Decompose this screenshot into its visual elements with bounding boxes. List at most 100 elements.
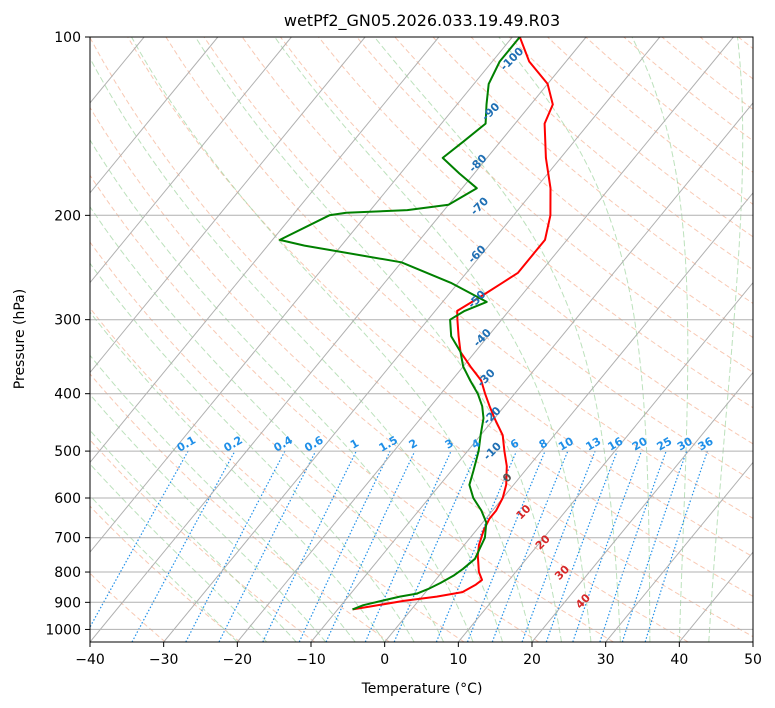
y-tick-label: 1000: [45, 622, 81, 638]
moist-adiabat: [90, 205, 445, 642]
mixing-ratio-label: 6: [508, 436, 521, 451]
mixing-ratio-line: [491, 450, 569, 642]
dry-adiabat: [90, 241, 540, 642]
x-tick-label: 20: [523, 652, 541, 668]
x-tick-label: −10: [296, 652, 326, 668]
dry-adiabat: [90, 373, 390, 642]
mixing-ratio-line: [521, 450, 596, 642]
y-tick-label: 700: [54, 531, 81, 547]
mixing-ratio-label: 1: [348, 437, 361, 452]
x-tick-label: 40: [670, 652, 688, 668]
isotherm: [531, 371, 753, 642]
y-tick-label: 400: [54, 387, 81, 403]
background-lines: [0, 37, 753, 642]
adiabat-label: 10: [514, 502, 534, 522]
dry-adiabat: [432, 37, 753, 304]
moist-adiabat: [90, 354, 356, 642]
mixing-ratio-line: [262, 450, 357, 642]
dry-adiabat: [737, 37, 753, 50]
dry-adiabat: [90, 106, 689, 642]
mixing-ratio-line: [298, 450, 391, 642]
moist-adiabat: [274, 37, 592, 642]
moist-adiabat: [498, 37, 651, 642]
dry-adiabat: [280, 37, 753, 445]
dry-adiabat: [394, 37, 753, 339]
dry-adiabat: [203, 37, 753, 519]
x-tick-label: −30: [149, 652, 179, 668]
adiabat-label: -50: [465, 288, 488, 311]
y-axis-ticks: 100 200 300 400 500 600 700 800 900 1000: [45, 30, 90, 638]
isotherm: [310, 102, 753, 642]
isotherm: [678, 551, 753, 642]
adiabat-label: 30: [552, 562, 572, 582]
isotherm: [90, 37, 366, 374]
isotherm: [90, 37, 513, 553]
moist-adiabat: [90, 495, 238, 642]
adiabat-label: -10: [481, 439, 504, 462]
moist-adiabat: [90, 311, 386, 642]
adiabat-label: -20: [480, 404, 503, 427]
isotherm: [752, 641, 753, 642]
mixing-ratio-line: [545, 450, 618, 642]
adiabat-label: 20: [533, 532, 553, 552]
plot-frame: [89, 36, 754, 643]
moist-adiabat: [131, 37, 533, 642]
moist-adiabat: [194, 37, 562, 642]
dry-adiabat: [127, 37, 753, 597]
moist-adiabat: [90, 463, 268, 642]
dry-adiabat: [241, 37, 753, 482]
adiabat-label: -100: [498, 44, 527, 73]
dry-adiabat: [90, 439, 316, 642]
isotherm: [457, 281, 753, 642]
x-axis-ticks: −40 −30 −20 −10 0 10 20 30 40 50: [75, 642, 762, 668]
dry-adiabat: [470, 37, 753, 271]
y-tick-label: 200: [54, 208, 81, 224]
mixing-ratio-line: [90, 450, 189, 629]
dry-adiabat: [90, 174, 614, 642]
mixing-ratio-line: [572, 450, 643, 642]
mixing-ratio-line: [131, 450, 236, 642]
adiabat-label: -40: [471, 326, 494, 349]
mixing-ratio-line: [599, 450, 667, 642]
x-tick-label: 10: [449, 652, 467, 668]
dewpoint-profile: [278, 37, 521, 611]
moist-adiabat: [631, 37, 689, 642]
y-tick-label: 800: [54, 565, 81, 581]
dry-adiabat: [356, 37, 753, 373]
isotherm: [90, 37, 587, 642]
mixing-ratio-line: [466, 450, 546, 642]
isotherm: [163, 37, 661, 642]
isotherm: [0, 37, 70, 642]
x-tick-label: −20: [223, 652, 253, 668]
isotherm: [605, 461, 753, 642]
mixing-ratio-line: [218, 450, 317, 642]
adiabat-label: -90: [479, 100, 502, 123]
mixing-ratio-line: [644, 450, 708, 642]
chart-title: wetPf2_GN05.2026.033.19.49.R03: [284, 11, 560, 31]
moist-adiabat: [90, 139, 474, 642]
y-tick-label: 900: [54, 595, 81, 611]
y-tick-label: 300: [54, 313, 81, 329]
isotherm: [384, 192, 753, 642]
dry-adiabat: [165, 37, 753, 558]
adiabat-label: -60: [465, 242, 488, 265]
temperature-profile: [352, 37, 554, 611]
mixing-ratio-line: [393, 450, 479, 642]
dry-adiabat: [661, 37, 753, 111]
adiabat-label: -70: [468, 194, 491, 217]
dry-adiabat: [699, 37, 753, 80]
dry-adiabat: [623, 37, 753, 142]
mixing-ratio-line: [185, 450, 286, 642]
moist-adiabat: [90, 57, 503, 642]
y-axis-label: Pressure (hPa): [12, 289, 28, 389]
isotherm: [90, 37, 219, 194]
moist-adiabat: [708, 37, 744, 642]
y-tick-label: 100: [54, 30, 81, 46]
y-tick-label: 600: [54, 491, 81, 507]
mixing-ratio-label: 2: [407, 437, 420, 452]
mixing-ratio-line: [621, 450, 688, 642]
isotherm: [236, 37, 734, 642]
mixing-ratio-label: 3: [443, 437, 456, 452]
y-tick-label: 500: [54, 444, 81, 460]
